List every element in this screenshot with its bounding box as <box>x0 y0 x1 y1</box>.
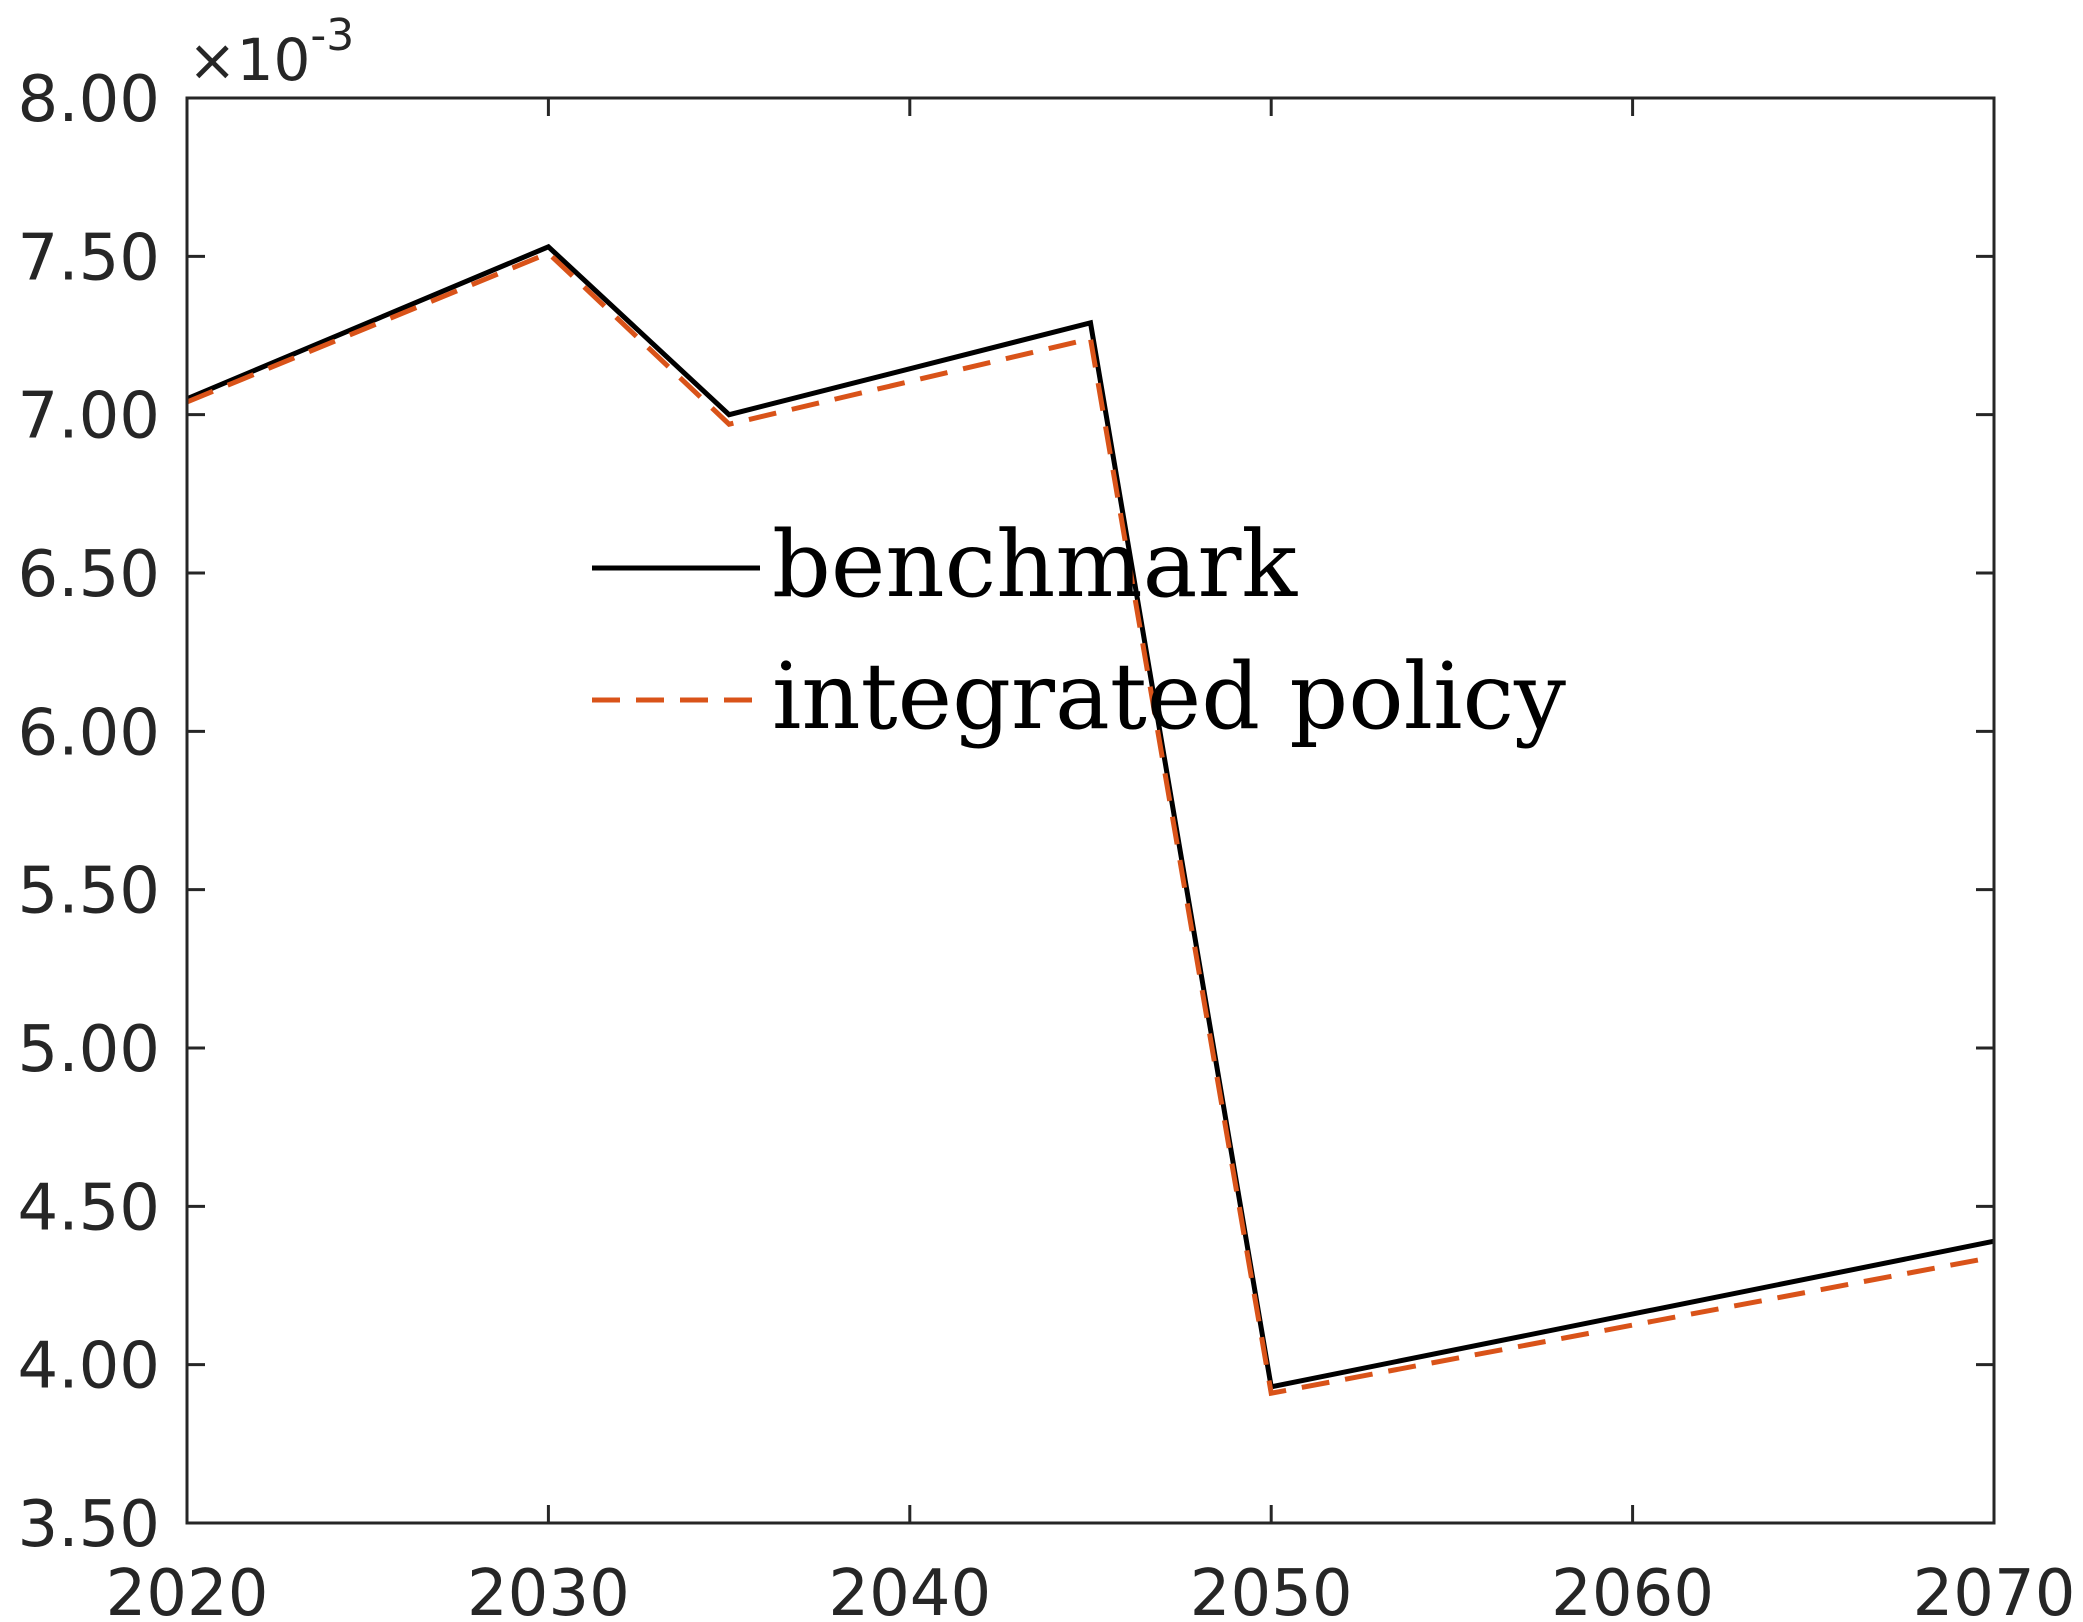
x-tick-label: 2060 <box>1551 1557 1714 1622</box>
x-tick-labels: 2020 2030 2040 2050 2060 2070 <box>106 1557 2076 1622</box>
series-line-integrated-policy <box>186 250 1995 1397</box>
plot-frame <box>185 96 1996 1525</box>
legend-label: benchmark <box>772 511 1298 618</box>
x-tick-label: 2050 <box>1190 1557 1353 1622</box>
legend: benchmark integrated policy <box>592 511 1566 750</box>
y-tick-label: 8.00 <box>18 63 161 137</box>
x-tick-label: 2020 <box>106 1557 269 1622</box>
legend-label: integrated policy <box>772 643 1566 750</box>
series-line-benchmark <box>186 243 1995 1390</box>
x-tick-label: 2040 <box>828 1557 991 1622</box>
y-exponent-label: ×10-3 <box>188 10 354 94</box>
y-tick-label: 4.00 <box>18 1330 161 1404</box>
x-tick-label: 2070 <box>1913 1557 2076 1622</box>
x-tick-label: 2030 <box>467 1557 630 1622</box>
y-tick-label: 7.50 <box>18 221 161 295</box>
y-tick-label: 5.50 <box>18 855 161 929</box>
y-tick-label: 4.50 <box>18 1171 161 1245</box>
y-tick-label: 6.50 <box>18 538 161 612</box>
series-layer <box>186 243 1995 1397</box>
y-tick-label: 5.00 <box>18 1013 161 1087</box>
y-tick-labels: 3.50 4.00 4.50 5.00 5.50 6.00 6.50 7.00 7.50 8.00 <box>18 63 161 1562</box>
y-tick-label: 6.00 <box>18 696 161 770</box>
y-tick-label: 7.00 <box>18 380 161 454</box>
y-tick-label: 3.50 <box>18 1488 161 1562</box>
plot-area <box>187 98 1994 1523</box>
